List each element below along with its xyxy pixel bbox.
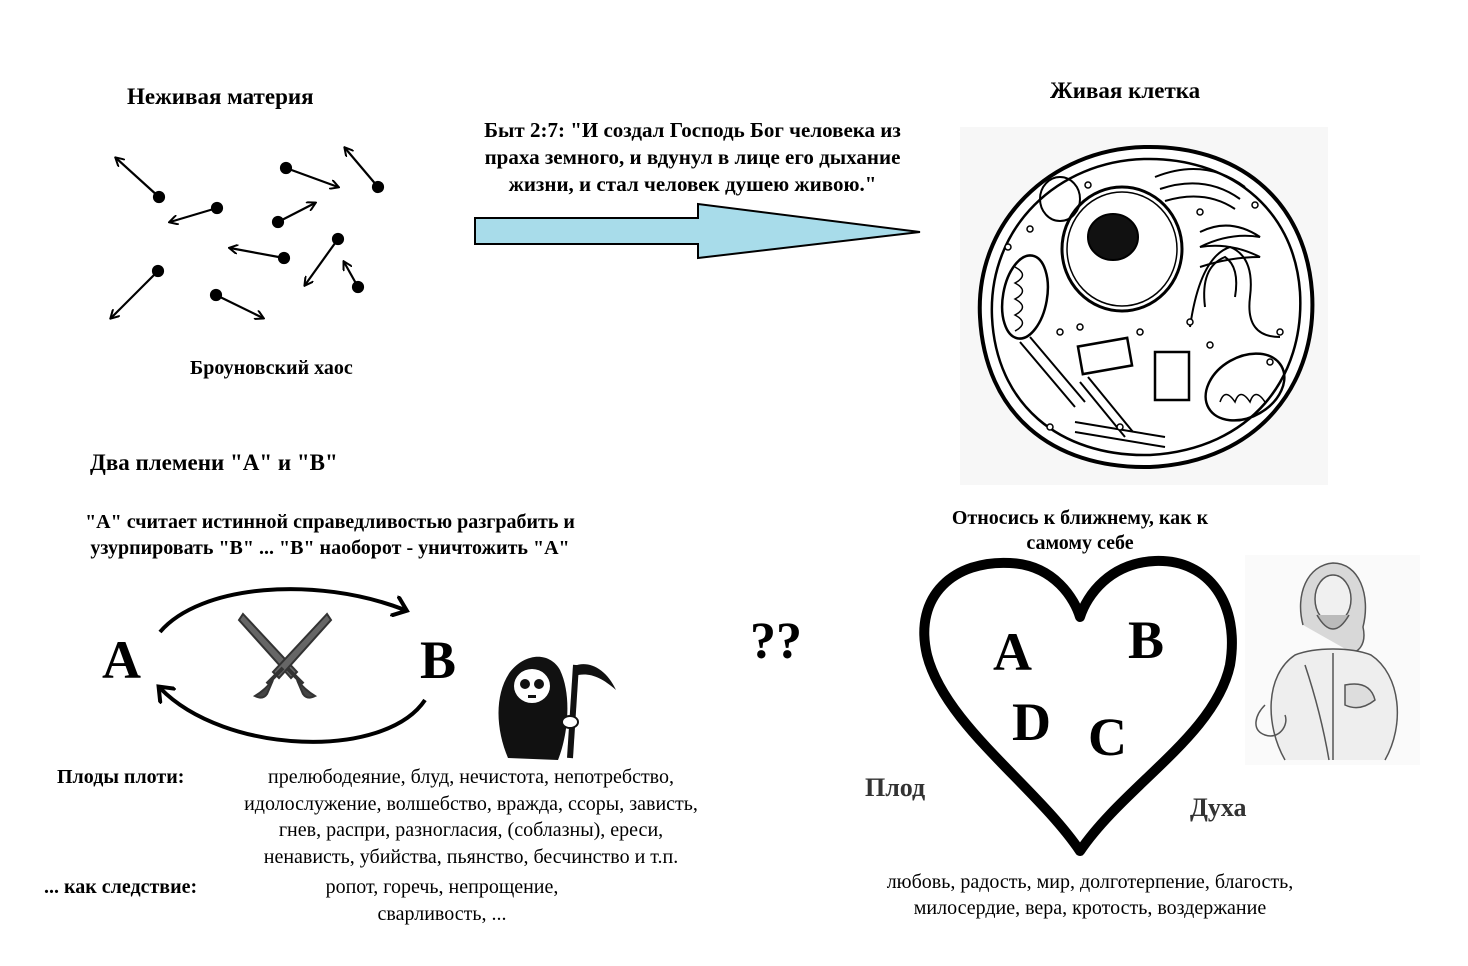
flesh-works-list: прелюбодеяние, блуд, нечистота, непотреб… <box>196 764 746 870</box>
fruit-label-right: Духа <box>1190 793 1247 822</box>
scripture-quote: Быт 2:7: "И создал Господь Бог человека … <box>430 117 955 198</box>
particle <box>111 264 165 318</box>
tribe-a-label: A <box>102 630 141 690</box>
particle <box>305 232 345 285</box>
particle <box>344 262 365 294</box>
heart-letter: A <box>993 622 1032 682</box>
flesh-line: прелюбодеяние, блуд, нечистота, непотреб… <box>268 766 674 788</box>
matter-caption: Броуновский хаос <box>190 357 353 379</box>
consequence-list: ропот, горечь, непрощение, сварливость, … <box>282 874 602 928</box>
flesh-line: ненависть, убийства, пьянство, бесчинств… <box>263 845 679 868</box>
particle <box>116 158 166 204</box>
particle <box>170 201 224 222</box>
question-marks: ?? <box>750 613 802 670</box>
grim-reaper-icon <box>498 656 616 760</box>
consequence-label: ... как следствие: <box>44 876 198 898</box>
particle <box>230 248 291 265</box>
heart-letter: B <box>1128 610 1165 670</box>
particle <box>345 148 385 194</box>
tribes-title: Два племени "А" и "В" <box>90 450 338 475</box>
love-title-line: Относись к ближнему, как к <box>951 507 1209 529</box>
scripture-line: праха земного, и вдунул в лице его дыхан… <box>484 145 901 169</box>
matter-title: Неживая материя <box>127 84 314 109</box>
heart-letter: C <box>1088 707 1127 767</box>
love-title: Относись к ближнему, как к самому себе <box>905 506 1255 556</box>
crossed-swords-icon <box>237 612 333 699</box>
creation-arrow <box>474 202 921 260</box>
flesh-label: Плоды плоти: <box>57 766 185 788</box>
conflict-cycle-arrows <box>145 587 427 744</box>
virtues-line: любовь, радость, мир, долготерпение, бла… <box>886 871 1294 893</box>
arrow-a-to-b <box>158 587 405 634</box>
tribes-desc-line: узурпировать "В" ... "В" наоборот - унич… <box>90 537 570 559</box>
particle <box>271 203 315 229</box>
tribe-b-label: B <box>420 630 457 690</box>
love-title-line: самому себе <box>1026 532 1134 554</box>
fruit-label-left: Плод <box>865 773 926 802</box>
scripture-line: жизни, и стал человек душею живою." <box>508 172 877 196</box>
heart-shape <box>919 555 1237 856</box>
flesh-line: гнев, распри, разногласия, (соблазны), е… <box>278 819 664 841</box>
cell-title: Живая клетка <box>1050 78 1201 103</box>
tribes-description: "А" считает истинной справедливостью раз… <box>10 509 650 561</box>
heart-letter: D <box>1012 692 1051 752</box>
consequence-line: ропот, горечь, непрощение, <box>325 876 559 898</box>
consequence-line: сварливость, ... <box>377 903 507 925</box>
cell-illustration <box>960 127 1328 485</box>
scripture-line: Быт 2:7: "И создал Господь Бог человека … <box>484 118 901 142</box>
particle <box>209 288 263 318</box>
virtues-list: любовь, радость, мир, долготерпение, бла… <box>830 869 1350 921</box>
particle <box>279 161 338 187</box>
arrow-b-to-a <box>160 688 427 744</box>
virtues-line: милосердие, вера, кротость, воздержание <box>913 897 1267 919</box>
brownian-particles <box>100 140 385 330</box>
tribes-desc-line: "А" считает истинной справедливостью раз… <box>85 511 575 533</box>
jesus-portrait <box>1245 555 1420 765</box>
flesh-line: идолослужение, волшебство, вражда, ссоры… <box>244 792 698 815</box>
